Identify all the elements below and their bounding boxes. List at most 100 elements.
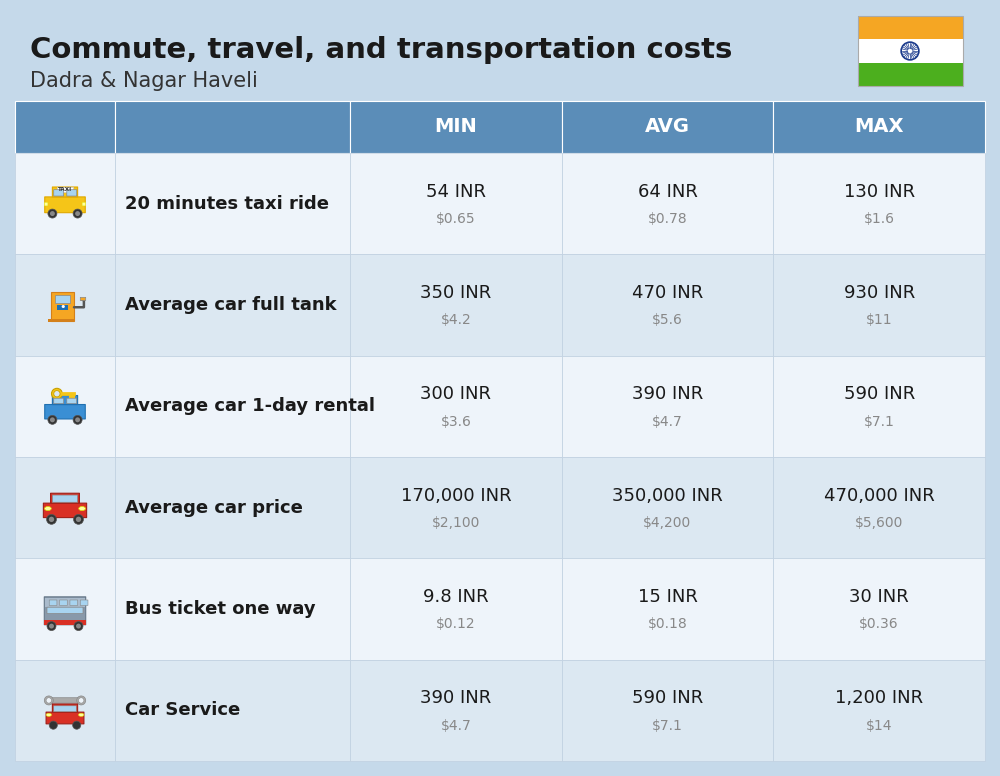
Text: TAXI: TAXI	[58, 187, 72, 192]
Text: $0.36: $0.36	[859, 617, 899, 631]
Text: Bus ticket one way: Bus ticket one way	[125, 600, 316, 618]
FancyBboxPatch shape	[350, 255, 562, 355]
Ellipse shape	[79, 507, 85, 511]
Text: 390 INR: 390 INR	[632, 385, 703, 404]
Text: 1,200 INR: 1,200 INR	[835, 689, 923, 707]
FancyBboxPatch shape	[562, 660, 773, 761]
Circle shape	[49, 624, 54, 629]
FancyBboxPatch shape	[562, 101, 773, 153]
FancyBboxPatch shape	[48, 320, 74, 322]
Text: 590 INR: 590 INR	[844, 385, 915, 404]
Text: $14: $14	[866, 719, 892, 733]
Text: 470 INR: 470 INR	[632, 284, 703, 302]
Text: $4,200: $4,200	[643, 516, 692, 530]
Circle shape	[75, 211, 80, 216]
FancyBboxPatch shape	[45, 598, 85, 607]
Text: Dadra & Nagar Haveli: Dadra & Nagar Haveli	[30, 71, 258, 91]
FancyBboxPatch shape	[350, 660, 562, 761]
FancyBboxPatch shape	[45, 197, 85, 213]
Text: MIN: MIN	[434, 117, 477, 137]
Text: 9.8 INR: 9.8 INR	[423, 588, 489, 606]
Text: 930 INR: 930 INR	[844, 284, 915, 302]
Circle shape	[44, 696, 53, 705]
Text: $11: $11	[866, 314, 892, 327]
Circle shape	[49, 721, 57, 729]
Ellipse shape	[45, 507, 51, 511]
FancyBboxPatch shape	[15, 153, 115, 255]
FancyBboxPatch shape	[350, 355, 562, 457]
FancyBboxPatch shape	[70, 600, 78, 605]
FancyBboxPatch shape	[115, 101, 350, 153]
FancyBboxPatch shape	[562, 355, 773, 457]
FancyBboxPatch shape	[48, 698, 82, 703]
FancyBboxPatch shape	[773, 559, 985, 660]
Circle shape	[52, 388, 62, 399]
Circle shape	[75, 417, 80, 422]
FancyBboxPatch shape	[115, 660, 350, 761]
FancyBboxPatch shape	[350, 559, 562, 660]
Text: $4.7: $4.7	[652, 414, 683, 428]
FancyBboxPatch shape	[858, 16, 962, 40]
Text: $0.18: $0.18	[648, 617, 687, 631]
Text: 390 INR: 390 INR	[420, 689, 491, 707]
Text: •: •	[59, 303, 66, 313]
FancyBboxPatch shape	[15, 660, 115, 761]
FancyBboxPatch shape	[773, 255, 985, 355]
FancyBboxPatch shape	[115, 355, 350, 457]
Circle shape	[54, 390, 60, 397]
FancyBboxPatch shape	[57, 304, 68, 310]
Text: $4.7: $4.7	[440, 719, 471, 733]
Text: 30 INR: 30 INR	[849, 588, 909, 606]
Text: 470,000 INR: 470,000 INR	[824, 487, 935, 504]
FancyBboxPatch shape	[773, 101, 985, 153]
Text: Average car 1-day rental: Average car 1-day rental	[125, 397, 375, 415]
FancyBboxPatch shape	[44, 203, 48, 206]
Text: $4.2: $4.2	[440, 314, 471, 327]
FancyBboxPatch shape	[57, 187, 73, 192]
FancyBboxPatch shape	[44, 620, 86, 625]
FancyBboxPatch shape	[773, 355, 985, 457]
Text: 350,000 INR: 350,000 INR	[612, 487, 723, 504]
FancyBboxPatch shape	[858, 40, 962, 63]
Circle shape	[74, 514, 83, 525]
FancyBboxPatch shape	[773, 457, 985, 559]
Circle shape	[73, 415, 82, 424]
Text: Average car price: Average car price	[125, 499, 303, 517]
Circle shape	[47, 514, 56, 525]
Circle shape	[73, 209, 82, 218]
FancyBboxPatch shape	[82, 203, 86, 206]
Circle shape	[47, 622, 56, 631]
FancyBboxPatch shape	[773, 660, 985, 761]
FancyBboxPatch shape	[15, 457, 115, 559]
FancyBboxPatch shape	[115, 255, 350, 355]
Text: AVG: AVG	[645, 117, 690, 137]
Text: 20 minutes taxi ride: 20 minutes taxi ride	[125, 195, 329, 213]
FancyBboxPatch shape	[562, 153, 773, 255]
Circle shape	[46, 698, 52, 703]
Text: 590 INR: 590 INR	[632, 689, 703, 707]
Text: $7.1: $7.1	[864, 414, 895, 428]
FancyBboxPatch shape	[115, 153, 350, 255]
FancyBboxPatch shape	[54, 706, 76, 712]
Ellipse shape	[46, 713, 52, 716]
FancyBboxPatch shape	[49, 600, 57, 605]
FancyBboxPatch shape	[773, 153, 985, 255]
Text: $5.6: $5.6	[652, 314, 683, 327]
FancyBboxPatch shape	[350, 101, 562, 153]
Circle shape	[76, 624, 81, 629]
Text: 170,000 INR: 170,000 INR	[401, 487, 511, 504]
FancyBboxPatch shape	[67, 189, 77, 196]
Circle shape	[74, 622, 83, 631]
FancyBboxPatch shape	[562, 559, 773, 660]
Text: Car Service: Car Service	[125, 702, 240, 719]
FancyBboxPatch shape	[80, 600, 88, 605]
Text: 54 INR: 54 INR	[426, 182, 486, 200]
FancyBboxPatch shape	[80, 297, 86, 300]
FancyBboxPatch shape	[562, 255, 773, 355]
FancyBboxPatch shape	[54, 398, 64, 404]
Text: $7.1: $7.1	[652, 719, 683, 733]
FancyBboxPatch shape	[115, 457, 350, 559]
Text: $0.78: $0.78	[648, 212, 687, 226]
FancyBboxPatch shape	[46, 712, 84, 724]
Text: 64 INR: 64 INR	[638, 182, 697, 200]
